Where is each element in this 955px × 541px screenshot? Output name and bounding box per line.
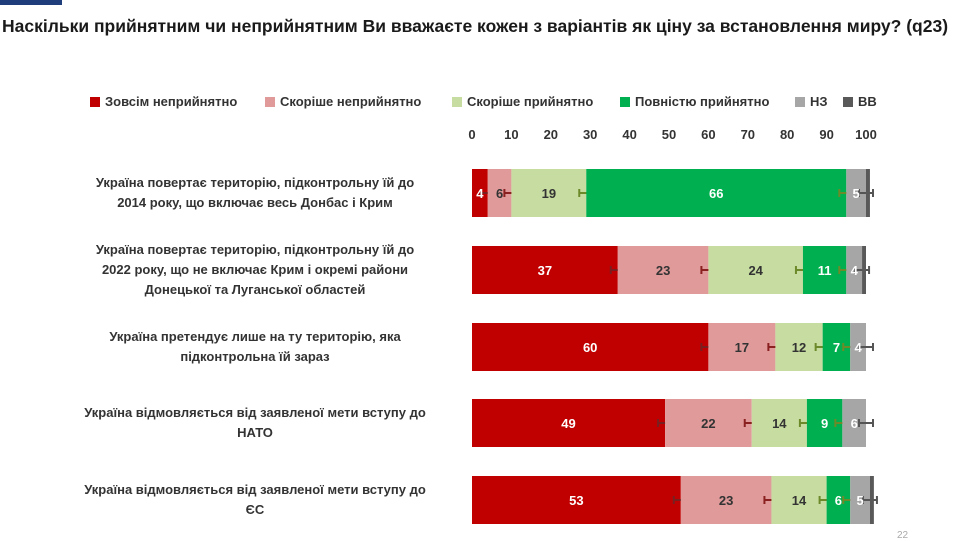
legend-swatch	[265, 96, 275, 107]
data-label: 14	[772, 416, 787, 431]
data-label: 4	[855, 340, 863, 355]
data-label: 23	[656, 263, 670, 278]
bar-segment	[586, 169, 847, 217]
x-tick-label: 20	[544, 127, 558, 142]
bar-segment	[862, 246, 866, 294]
bar-segment	[680, 476, 772, 524]
legend-swatch	[620, 96, 630, 107]
data-label: 37	[538, 263, 552, 278]
legend-label: Скоріше прийнятно	[467, 94, 594, 109]
data-label: 49	[561, 416, 575, 431]
data-label: 14	[792, 493, 807, 508]
bar-segment	[472, 323, 709, 371]
bar-segment	[869, 476, 874, 524]
question-label-line: Україна повертає територію, підконтрольн…	[95, 242, 415, 257]
data-label: 6	[851, 416, 858, 431]
data-label: 4	[476, 186, 484, 201]
bar-segment	[617, 246, 709, 294]
legend-swatch	[452, 96, 462, 107]
question-label-line: Україна відмовляється від заявленої мети…	[84, 405, 426, 420]
x-tick-label: 60	[701, 127, 715, 142]
data-label: 22	[701, 416, 715, 431]
bar-segment	[866, 169, 870, 217]
chart-legend: Зовсім неприйнятно Скоріше неприйнятно Ско…	[0, 94, 955, 112]
x-tick-label: 70	[741, 127, 755, 142]
data-label: 4	[851, 263, 859, 278]
data-label: 23	[719, 493, 733, 508]
legend-swatch	[843, 96, 853, 107]
data-label: 7	[833, 340, 840, 355]
legend-swatch	[90, 96, 100, 107]
data-label: 53	[569, 493, 583, 508]
page-title: Наскільки прийнятним чи неприйнятним Ви …	[2, 16, 949, 36]
legend-label: НЗ	[810, 94, 828, 109]
data-label: 17	[735, 340, 749, 355]
question-label: Україна відмовляється від заявленої мети…	[40, 403, 470, 443]
legend-label: ВВ	[858, 94, 877, 109]
legend-item: Скоріше неприйнятно	[265, 94, 421, 109]
legend-item: Повністю прийнятно	[620, 94, 769, 109]
x-tick-label: 100	[855, 127, 877, 142]
question-label-line: 2014 року, що включає весь Донбас і Крим	[117, 195, 393, 210]
x-tick-label: 0	[468, 127, 475, 142]
legend-swatch	[795, 96, 805, 107]
bar-segment	[487, 169, 512, 217]
data-label: 5	[856, 493, 863, 508]
question-label: Україна повертає територію, підконтрольн…	[40, 173, 470, 213]
bar-segment	[850, 476, 870, 524]
x-tick-label: 80	[780, 127, 794, 142]
page-number: 22	[897, 530, 909, 541]
legend-item: Зовсім неприйнятно	[90, 94, 237, 109]
question-label-line: підконтрольна їй зараз	[180, 349, 330, 364]
bar-segment	[751, 399, 807, 447]
question-label: Україна відмовляється від заявленої мети…	[40, 480, 470, 520]
bar-segment	[842, 399, 866, 447]
x-tick-label: 30	[583, 127, 597, 142]
x-tick-label: 10	[504, 127, 518, 142]
data-label: 60	[583, 340, 597, 355]
title-accent-bar	[0, 0, 62, 5]
bar-segment	[826, 476, 851, 524]
legend-item: Скоріше прийнятно	[452, 94, 593, 109]
question-label-line: Україна повертає територію, підконтрольн…	[95, 175, 415, 190]
bar-segment	[771, 476, 827, 524]
data-label: 12	[792, 340, 806, 355]
x-tick-label: 40	[622, 127, 636, 142]
legend-item: НЗ	[795, 94, 828, 109]
data-label: 9	[821, 416, 828, 431]
data-label: 6	[496, 186, 503, 201]
bar-segment	[472, 246, 618, 294]
bar-segment	[665, 399, 752, 447]
bar-segment	[472, 399, 666, 447]
bar-segment	[472, 476, 681, 524]
bar-segment	[708, 246, 803, 294]
question-label: Україна повертає територію, підконтрольн…	[40, 240, 470, 300]
question-label-line: Україна претендує лише на ту територію, …	[109, 329, 401, 344]
data-label: 5	[853, 186, 860, 201]
question-label: Україна претендує лише на ту територію, …	[40, 327, 470, 367]
question-label-line: Україна відмовляється від заявленої мети…	[84, 482, 426, 497]
legend-item: ВВ	[843, 94, 877, 109]
bar-segment	[846, 169, 866, 217]
x-tick-label: 50	[662, 127, 676, 142]
legend-label: Скоріше неприйнятно	[280, 94, 422, 109]
question-label-line: НАТО	[237, 425, 273, 440]
data-label: 66	[709, 186, 723, 201]
data-label: 11	[818, 263, 832, 278]
legend-label: Повністю прийнятно	[635, 94, 770, 109]
data-label: 19	[542, 186, 556, 201]
bar-segment	[511, 169, 587, 217]
legend-label: Зовсім неприйнятно	[105, 94, 238, 109]
question-label-line: 2022 року, що не включає Крим і окремі р…	[101, 262, 409, 277]
data-label: 24	[748, 263, 763, 278]
question-label-line: Донецької та Луганської областей	[144, 282, 366, 297]
data-label: 6	[835, 493, 842, 508]
bar-segment	[708, 323, 776, 371]
question-label-line: ЄС	[245, 502, 265, 517]
x-tick-label: 90	[819, 127, 833, 142]
